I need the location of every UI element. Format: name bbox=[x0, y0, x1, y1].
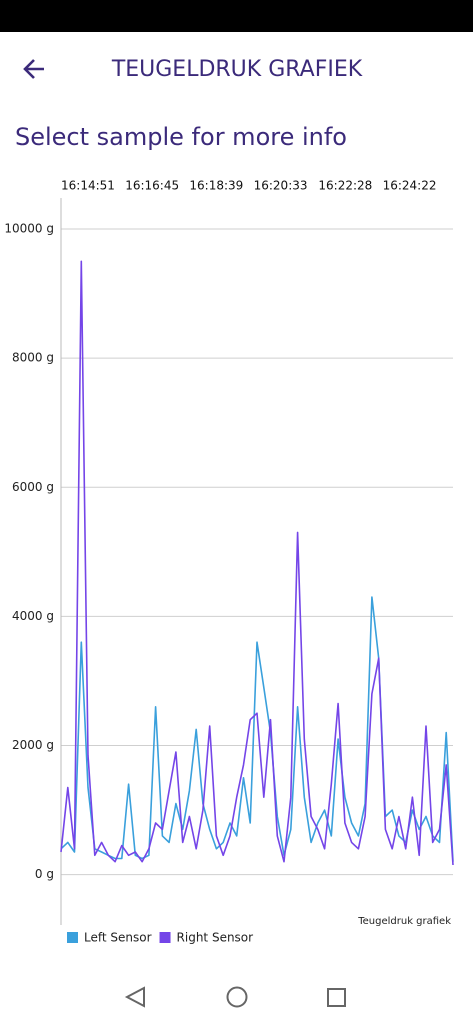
x-tick-label: 16:14:51 bbox=[61, 179, 115, 193]
legend-label: Left Sensor bbox=[84, 931, 152, 945]
chart: 0 g 2000 g 4000 g 6000 g 8000 g 10000 g 16:14:… bbox=[4, 179, 454, 945]
x-tick-label: 16:20:33 bbox=[254, 179, 308, 193]
y-tick-label: 2000 g bbox=[12, 738, 54, 752]
legend-swatch bbox=[159, 932, 171, 943]
x-tick-label: 16:16:45 bbox=[125, 179, 179, 193]
annotation: Teugeldruk grafiek bbox=[357, 916, 451, 927]
legend-swatch bbox=[67, 932, 78, 943]
data-line bbox=[60, 260, 454, 866]
app-title: TEUGELDRUK GRAFIEK bbox=[111, 57, 363, 82]
status-bar bbox=[0, 0, 473, 32]
subtitle: Select sample for more info bbox=[15, 123, 347, 151]
data-line bbox=[60, 596, 454, 862]
nav-recents[interactable] bbox=[327, 988, 346, 1007]
x-tick-label: 16:18:39 bbox=[189, 179, 243, 193]
nav-home[interactable] bbox=[226, 986, 248, 1008]
y-tick-label: 6000 g bbox=[12, 480, 54, 494]
y-tick-label: 0 g bbox=[35, 867, 54, 881]
back-button[interactable] bbox=[23, 59, 44, 79]
y-tick-label: 10000 g bbox=[4, 221, 54, 235]
x-tick-label: 16:22:28 bbox=[318, 179, 372, 193]
x-tick-label: 16:24:22 bbox=[383, 179, 437, 193]
y-tick-label: 4000 g bbox=[12, 609, 54, 623]
legend-label: Right Sensor bbox=[177, 931, 254, 945]
nav-back[interactable] bbox=[124, 986, 145, 1008]
y-tick-label: 8000 g bbox=[12, 351, 54, 365]
